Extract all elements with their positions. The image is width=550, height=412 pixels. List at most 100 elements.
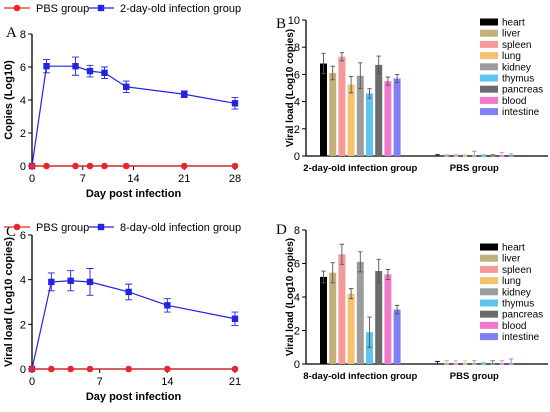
x-tick-label: 0 bbox=[29, 376, 35, 388]
error-bar bbox=[490, 154, 495, 157]
error-bar bbox=[508, 153, 514, 157]
legend-swatch bbox=[480, 321, 498, 329]
legend-label: blood bbox=[502, 321, 526, 332]
y-tick-label: 6 bbox=[294, 259, 300, 271]
error-bar bbox=[394, 73, 400, 84]
error-bar bbox=[490, 360, 495, 365]
error-bar bbox=[358, 62, 363, 90]
legend-swatch bbox=[480, 29, 498, 37]
legend-label: kidney bbox=[502, 62, 531, 73]
x-category-label: PBS group bbox=[450, 163, 499, 174]
legend-swatch bbox=[480, 288, 498, 296]
y-tick-label: 4 bbox=[294, 97, 300, 109]
error-bar bbox=[453, 154, 459, 157]
error-bar bbox=[321, 270, 326, 284]
legend-label: PBS group bbox=[36, 3, 89, 15]
legend-label: pancreas bbox=[502, 85, 543, 96]
legend-label: spleen bbox=[502, 40, 531, 51]
error-bar bbox=[462, 154, 468, 157]
legend-label: heart bbox=[502, 18, 525, 29]
error-bar bbox=[321, 52, 326, 75]
panel-label: A bbox=[6, 25, 17, 41]
x-tick-label: 7 bbox=[80, 173, 86, 185]
panel-label: C bbox=[6, 224, 16, 240]
data-point bbox=[125, 288, 132, 296]
error-bar bbox=[330, 262, 335, 284]
y-tick-label: 0 bbox=[294, 359, 300, 371]
error-bar bbox=[508, 358, 514, 365]
bar bbox=[320, 63, 327, 156]
y-tick-label: 4 bbox=[20, 275, 26, 287]
legend-swatch bbox=[480, 74, 498, 82]
legend-label: thymus bbox=[502, 74, 534, 85]
x-tick-label: 28 bbox=[229, 173, 241, 185]
data-point bbox=[101, 69, 108, 76]
y-tick-label: 8 bbox=[294, 42, 300, 54]
legend-label: 8-day-old infection group bbox=[120, 222, 241, 234]
error-bar bbox=[435, 361, 440, 365]
y-tick-label: 0 bbox=[20, 161, 26, 173]
y-tick-label: 2 bbox=[20, 319, 26, 331]
legend-swatch bbox=[480, 277, 498, 285]
data-point bbox=[86, 278, 94, 286]
legend-label: PBS group bbox=[36, 222, 89, 234]
x-axis-label: Day post infection bbox=[86, 188, 182, 200]
legend-label: liver bbox=[502, 254, 521, 265]
y-axis-label: Viral load (Log10 copies) bbox=[3, 237, 15, 367]
bar bbox=[356, 75, 364, 156]
x-category-label: 8-day-old infection group bbox=[303, 371, 417, 382]
y-tick-label: 2 bbox=[20, 128, 26, 140]
series-line bbox=[31, 65, 236, 167]
panel-label: D bbox=[276, 222, 287, 238]
data-point bbox=[180, 162, 188, 170]
data-point bbox=[231, 315, 239, 322]
error-bar bbox=[376, 258, 381, 284]
y-tick-label: 2 bbox=[294, 326, 300, 338]
x-tick-label: 21 bbox=[229, 376, 241, 388]
error-bar bbox=[339, 52, 345, 62]
legend-marker bbox=[97, 4, 105, 12]
bar bbox=[329, 73, 337, 156]
legend-swatch bbox=[480, 243, 498, 251]
error-bar bbox=[339, 243, 345, 265]
y-axis-label: Viral load (Log10 copies) bbox=[285, 238, 296, 356]
y-tick-label: 8 bbox=[20, 29, 26, 41]
y-tick-label: 0 bbox=[20, 364, 26, 376]
legend-label: intestine bbox=[502, 332, 540, 343]
legend-swatch bbox=[480, 96, 498, 104]
legend-swatch bbox=[480, 85, 498, 93]
data-point bbox=[231, 100, 239, 107]
panel-c: C 0 2 4 6 0 7 14 21 Day post infection Viral load … bbox=[3, 222, 241, 403]
legend-swatch bbox=[480, 52, 498, 60]
x-category-label: PBS group bbox=[450, 371, 499, 382]
bar bbox=[338, 56, 346, 156]
legend-marker bbox=[13, 223, 21, 231]
error-bar bbox=[444, 154, 449, 157]
y-axis-label: Viral load (Log10 copies) bbox=[285, 29, 296, 147]
error-bar bbox=[435, 154, 440, 157]
error-bar bbox=[367, 316, 372, 348]
data-point bbox=[28, 365, 36, 373]
bar bbox=[393, 78, 401, 156]
bar bbox=[347, 84, 355, 156]
y-tick-label: 4 bbox=[294, 292, 300, 304]
y-tick-label: 0 bbox=[294, 151, 300, 163]
error-bar bbox=[348, 288, 354, 300]
data-point bbox=[67, 277, 74, 284]
x-tick-label: 14 bbox=[161, 376, 173, 388]
data-point bbox=[86, 365, 94, 373]
legend-swatch bbox=[480, 254, 498, 262]
error-bar bbox=[499, 152, 505, 157]
legend-label: kidney bbox=[502, 287, 531, 298]
data-point bbox=[67, 365, 74, 373]
bar bbox=[338, 254, 346, 364]
y-tick-label: 8 bbox=[294, 225, 300, 237]
error-bar bbox=[499, 360, 505, 365]
legend-marker bbox=[13, 4, 21, 12]
error-bar bbox=[367, 88, 372, 99]
legend-label: blood bbox=[502, 96, 526, 107]
x-tick-label: 0 bbox=[29, 173, 35, 185]
data-point bbox=[43, 62, 50, 70]
bar bbox=[393, 309, 401, 364]
bar bbox=[375, 64, 383, 156]
